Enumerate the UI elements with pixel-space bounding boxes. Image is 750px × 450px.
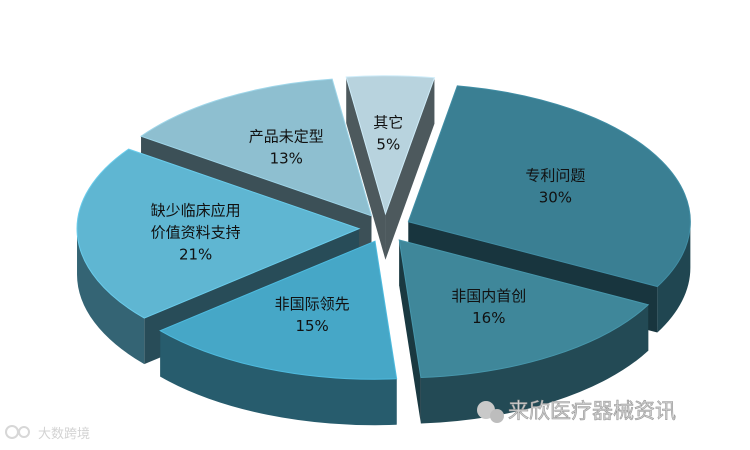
slice-category-text: 非国内首创 [451,287,526,305]
slice-value-text: 21% [179,245,212,263]
pie-slice-top [345,75,436,216]
watermark-right: 来欣医疗器械资讯 [477,399,676,423]
watermark-left-text: 大数跨境 [38,427,90,442]
watermark-right-text: 来欣医疗器械资讯 [508,399,676,423]
pie-slice [159,240,398,426]
slice-value-text: 15% [295,317,328,335]
slice-category-text: 专利问题 [525,167,585,185]
slice-value-text: 5% [376,136,400,154]
slice-value-text: 13% [270,149,303,167]
pie-labels: 专利问题 30% 非国内首创 16% 非国际领先 15% 缺少临床应用价值资料支持 21% 产品… [151,114,586,335]
slice-category-text: 非国际领先 [275,295,350,313]
slice-label: 其它 5% [373,114,403,154]
wechat-icon [477,401,504,423]
slice-value-text: 30% [539,189,572,207]
slice-category-text: 产品未定型 [249,127,324,145]
pie-slice-wall [420,304,649,424]
slice-category-text: 其它 [373,114,403,132]
slice-label: 非国际领先 15% [275,295,350,335]
slice-category-text: 缺少临床应用 [151,201,241,219]
slice-value-text: 16% [472,309,505,327]
slice-label: 专利问题 30% [525,167,585,207]
pie-slice-wall [77,228,145,365]
pie-slice-top [76,148,361,319]
slice-category-text: 价值资料支持 [151,223,241,241]
pie-slice-top [159,240,398,380]
slice-label: 非国内首创 16% [451,287,526,327]
pie-slice-top [407,85,691,288]
pie-slice-side [399,239,421,424]
watermark-logo-icon [5,425,30,439]
pie-slices [76,75,691,426]
pie-slice-wall [657,221,691,333]
pie-slice-wall [160,330,397,426]
pie-slice-side [346,77,386,260]
pie-slice [398,239,650,424]
slice-label: 产品未定型 13% [249,127,324,167]
watermark-left: 大数跨境 [5,425,90,442]
pie-slice-side [385,77,435,260]
pie-slice [345,75,436,260]
pie-slice-top [398,239,650,379]
slice-label: 缺少临床应用价值资料支持 21% [151,201,241,263]
pie-slice-top [139,78,373,217]
